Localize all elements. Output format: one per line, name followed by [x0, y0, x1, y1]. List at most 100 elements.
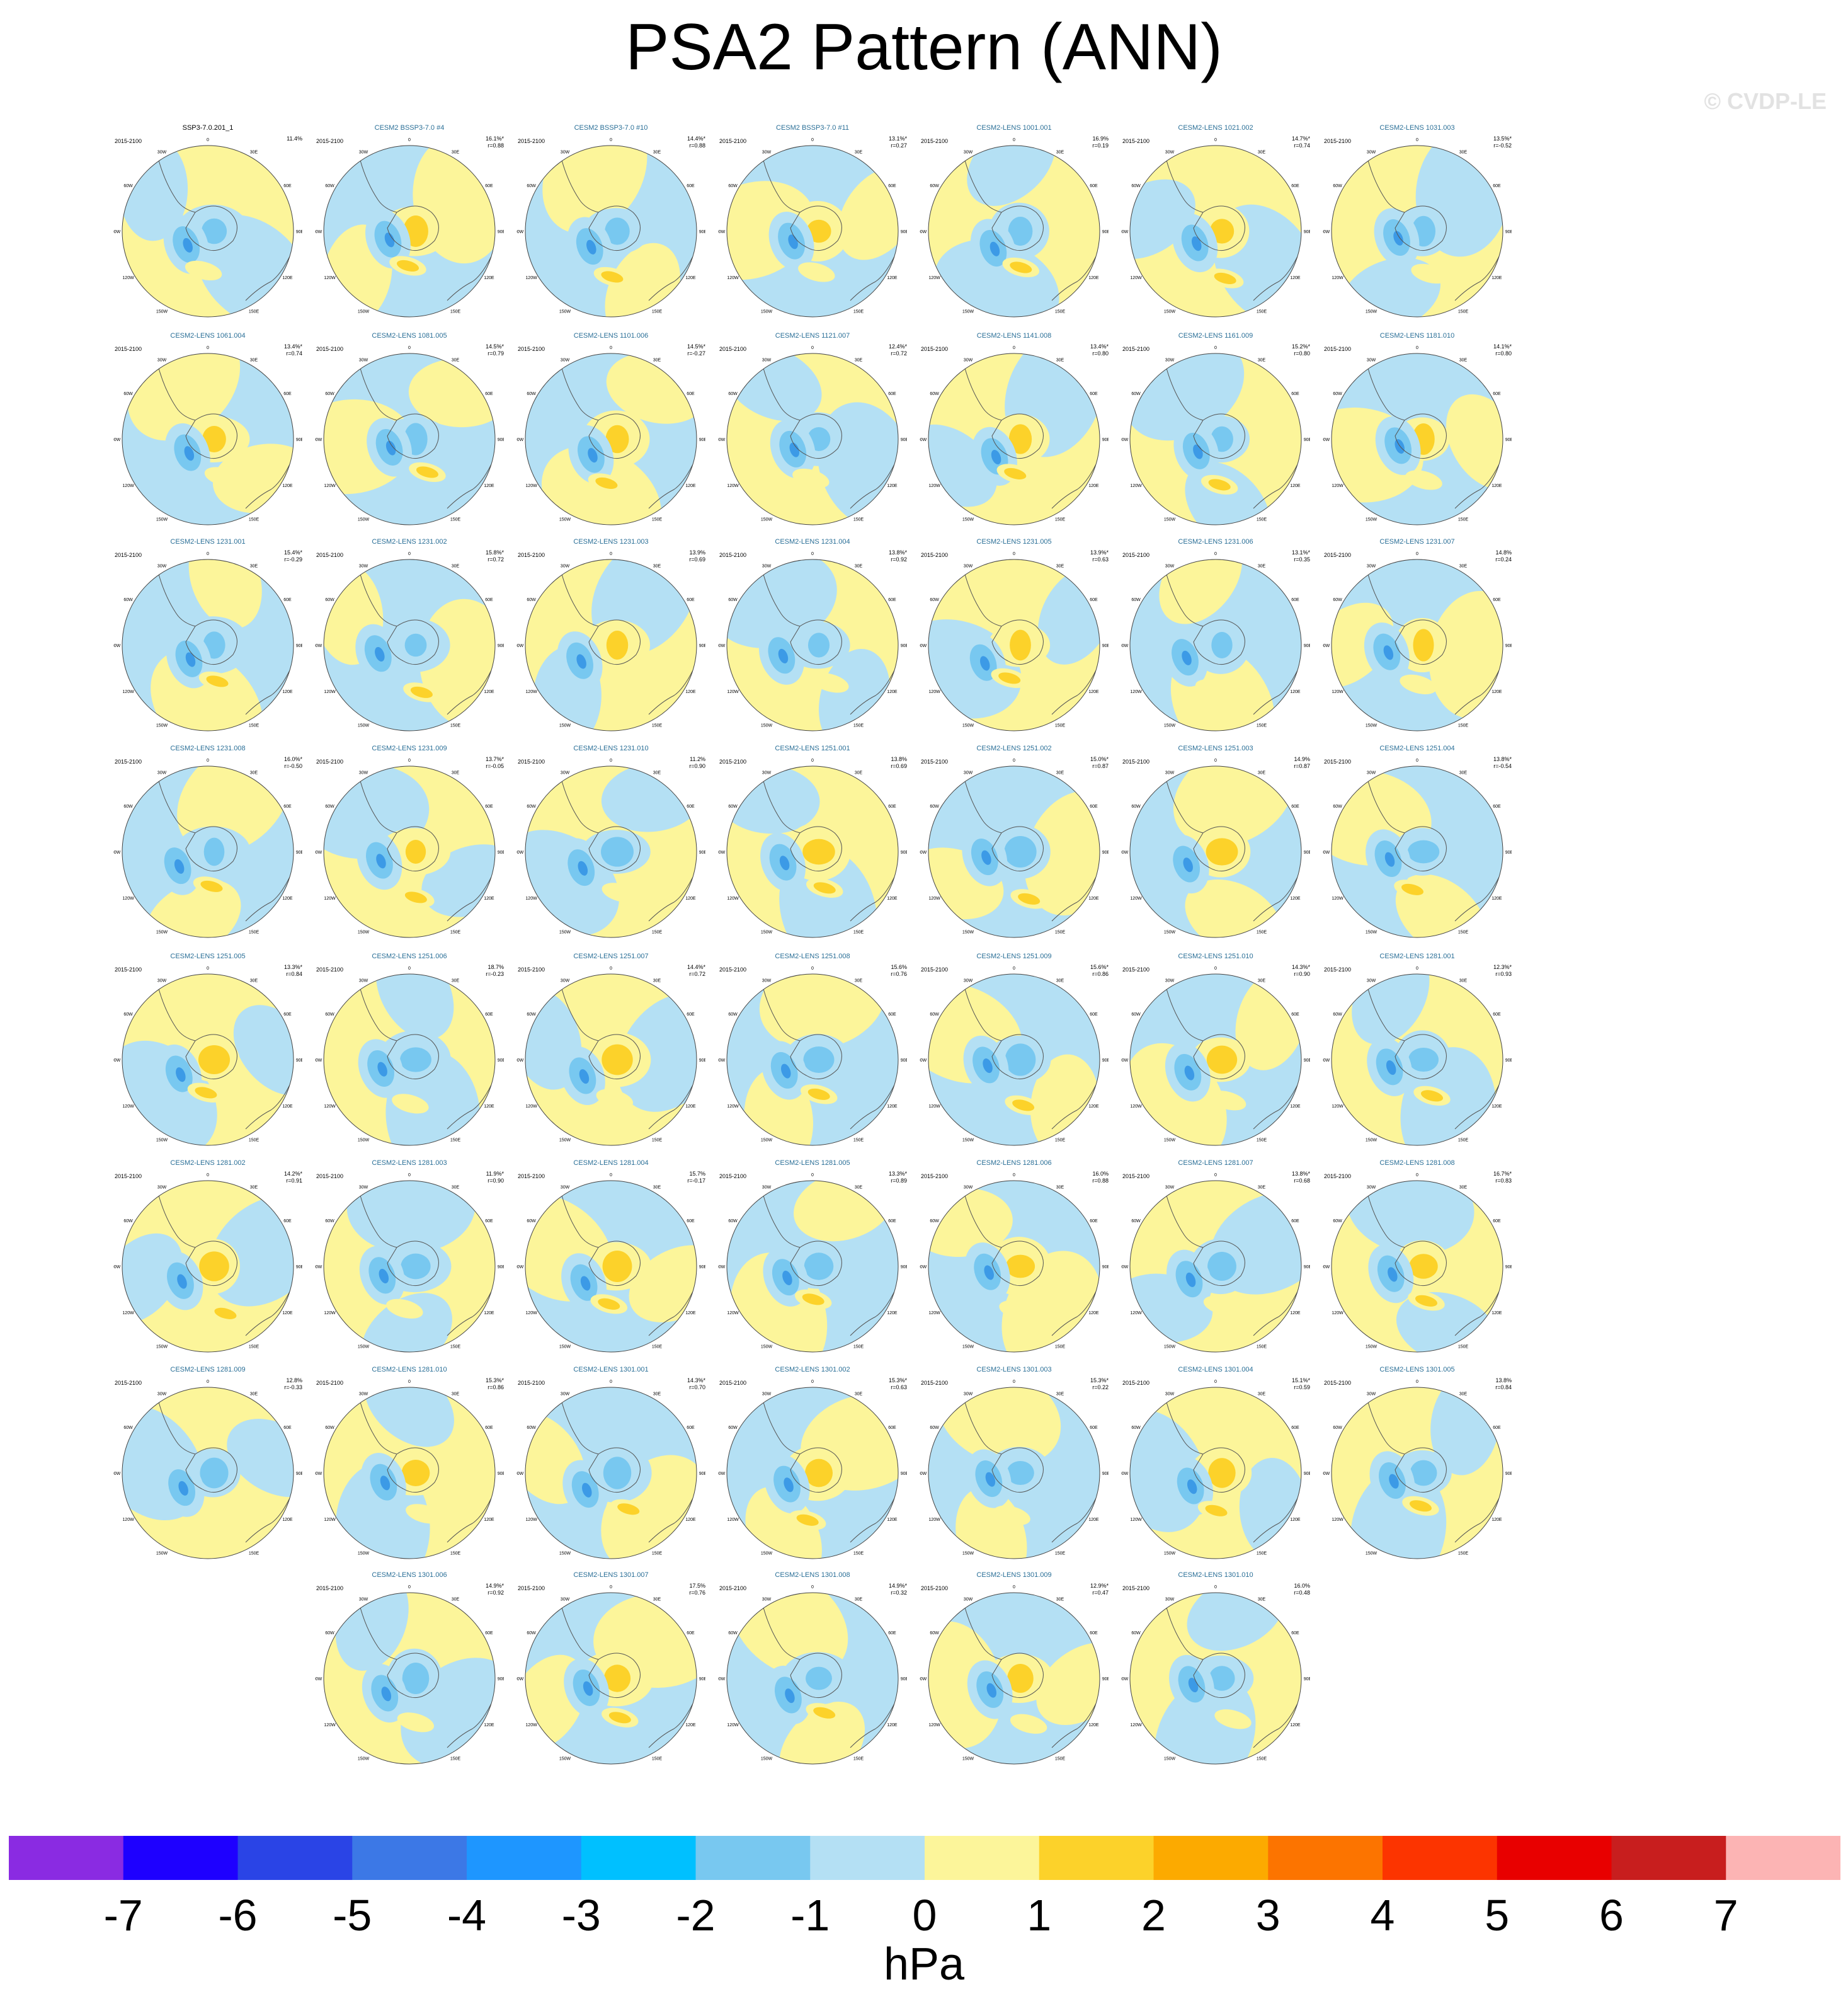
longitude-label: 60W	[325, 598, 334, 602]
longitude-label: 150E	[1055, 1138, 1066, 1142]
panel-stats: 14.2%* r=0.91	[284, 1171, 302, 1184]
longitude-label: 150E	[1055, 1756, 1066, 1761]
panel-stats: 16.1%* r=0.88	[486, 135, 504, 149]
panel-corr: r=0.86	[1092, 971, 1109, 977]
longitude-label: 120W	[928, 1723, 940, 1728]
longitude-label: 150E	[853, 309, 864, 314]
panel-title: CESM2 BSSP3-7.0 #4	[374, 124, 445, 132]
longitude-label: 60E	[283, 392, 292, 396]
map-panel: CESM2-LENS 1001.001 2015-2100 16.9% r=0.19 0…	[920, 124, 1109, 326]
longitude-label: 150E	[1055, 723, 1066, 728]
longitude-label: 150E	[1257, 1551, 1267, 1556]
longitude-label: 60E	[888, 805, 896, 809]
longitude-label: 90E	[296, 851, 302, 855]
polar-map: 030E60E90E120E150E180150W120W90W60W30W	[113, 1173, 302, 1353]
polar-map: 030E60E90E120E150E180150W120W90W60W30W	[1121, 552, 1310, 731]
longitude-label: 120E	[484, 276, 494, 280]
longitude-label: 30E	[653, 1186, 661, 1190]
longitude-label: 90W	[516, 1677, 524, 1682]
longitude-label: 120E	[887, 1723, 898, 1728]
longitude-label: 90W	[315, 1472, 322, 1476]
polar-map: 030E60E90E120E150E180150W120W90W60W30W	[315, 552, 504, 731]
longitude-label: 60E	[485, 1426, 493, 1430]
longitude-label: 30W	[561, 151, 570, 155]
longitude-label: 150W	[358, 309, 370, 314]
panel-years: 2015-2100	[921, 138, 949, 144]
longitude-label: 150W	[1366, 1138, 1377, 1142]
colorbar-tick-label: -6	[218, 1891, 258, 1940]
longitude-label: 30W	[964, 771, 973, 776]
longitude-label: 120W	[324, 276, 336, 280]
longitude-label: 60W	[325, 1426, 334, 1430]
longitude-label: 90E	[699, 644, 705, 648]
panel-years: 2015-2100	[1324, 759, 1352, 765]
colorbar-tick-label: 5	[1485, 1891, 1510, 1940]
longitude-label: 120E	[685, 690, 696, 694]
longitude-label: 0	[1013, 1585, 1015, 1590]
longitude-label: 120E	[484, 1104, 494, 1109]
panel-title: CESM2-LENS 1281.008	[1379, 1159, 1455, 1167]
longitude-label: 90E	[1102, 1058, 1109, 1063]
longitude-label: 60W	[930, 184, 939, 188]
map-panel: CESM2-LENS 1251.009 2015-2100 15.6%* r=0.86…	[920, 953, 1109, 1154]
longitude-label: 120W	[1130, 1311, 1142, 1315]
longitude-label: 60E	[1493, 184, 1501, 188]
panel-years: 2015-2100	[1122, 1173, 1150, 1179]
longitude-label: 120E	[282, 897, 293, 901]
longitude-label: 150W	[761, 1344, 773, 1349]
panel-pct: 11.9%*	[486, 1171, 504, 1177]
longitude-label: 120W	[727, 484, 739, 488]
panel-title: CESM2-LENS 1101.006	[573, 332, 649, 340]
longitude-label: 60W	[527, 1219, 536, 1223]
longitude-label: 60E	[485, 184, 493, 188]
polar-map: 030E60E90E120E150E180150W120W90W60W30W	[113, 138, 302, 318]
panel-title: CESM2-LENS 1281.001	[1379, 953, 1455, 960]
panel-years: 2015-2100	[719, 552, 747, 558]
longitude-label: 90W	[1121, 230, 1129, 234]
longitude-label: 150E	[1257, 1138, 1267, 1142]
polar-map: 030E60E90E120E150E180150W120W90W60W30W	[1121, 138, 1310, 318]
panel-years: 2015-2100	[316, 138, 344, 144]
longitude-label: 150E	[450, 1344, 461, 1349]
map-panel: CESM2-LENS 1251.005 2015-2100 13.3%* r=0.84…	[113, 953, 302, 1154]
longitude-label: 120E	[282, 690, 293, 694]
longitude-label: 90E	[1304, 644, 1310, 648]
panel-corr: r=0.88	[689, 142, 705, 149]
longitude-label: 90E	[699, 1472, 705, 1476]
panel-pct: 16.0%	[1294, 1583, 1310, 1589]
longitude-label: 120W	[727, 1518, 739, 1522]
polar-map: 030E60E90E120E150E180150W120W90W60W30W	[718, 552, 907, 731]
panel-stats: 14.9%* r=0.92	[486, 1583, 504, 1596]
panel-title: CESM2-LENS 1231.009	[372, 745, 447, 752]
panel-years: 2015-2100	[921, 966, 949, 973]
panel-title: CESM2-LENS 1251.006	[372, 953, 447, 960]
longitude-label: 90E	[498, 1058, 504, 1063]
longitude-label: 120W	[1332, 276, 1343, 280]
panel-stats: 13.9% r=0.69	[689, 549, 705, 563]
map-panel: SSP3-7.0.201_1 2015-2100 11.4% 0 30E 60E 90E 12…	[113, 124, 302, 326]
panel-stats: 16.0%* r=-0.50	[284, 756, 302, 770]
longitude-label: 60W	[728, 598, 738, 602]
panel-years: 2015-2100	[115, 966, 142, 973]
panel-stats: 16.9% r=0.19	[1092, 135, 1109, 149]
longitude-label: 0	[811, 346, 814, 350]
map-panel: CESM2-LENS 1281.002 2015-2100 14.2%* r=0.91…	[113, 1159, 302, 1361]
longitude-label: 150E	[1458, 309, 1469, 314]
longitude-label: 150W	[1366, 517, 1377, 522]
longitude-label: 60W	[123, 805, 133, 809]
panel-corr: r=0.70	[689, 1384, 705, 1390]
longitude-label: 150W	[962, 1756, 974, 1761]
longitude-label: 90W	[920, 1677, 927, 1682]
polar-map: 030E60E90E120E150E180150W120W90W60W30W	[1121, 1380, 1310, 1559]
longitude-label: 30W	[561, 1186, 570, 1190]
map-panel: CESM2-LENS 1251.007 2015-2100 14.4%* r=0.72…	[516, 953, 705, 1154]
panel-corr: r=0.93	[1495, 971, 1512, 977]
longitude-label: 150E	[249, 1551, 260, 1556]
longitude-label: 90E	[1304, 230, 1310, 234]
longitude-label: 150E	[1257, 517, 1267, 522]
panel-stats: 14.7%* r=0.74	[1292, 135, 1310, 149]
panel-title: CESM2-LENS 1231.007	[1379, 538, 1455, 546]
longitude-label: 90W	[113, 1265, 121, 1269]
longitude-label: 60W	[325, 1219, 334, 1223]
longitude-label: 90W	[1323, 644, 1330, 648]
